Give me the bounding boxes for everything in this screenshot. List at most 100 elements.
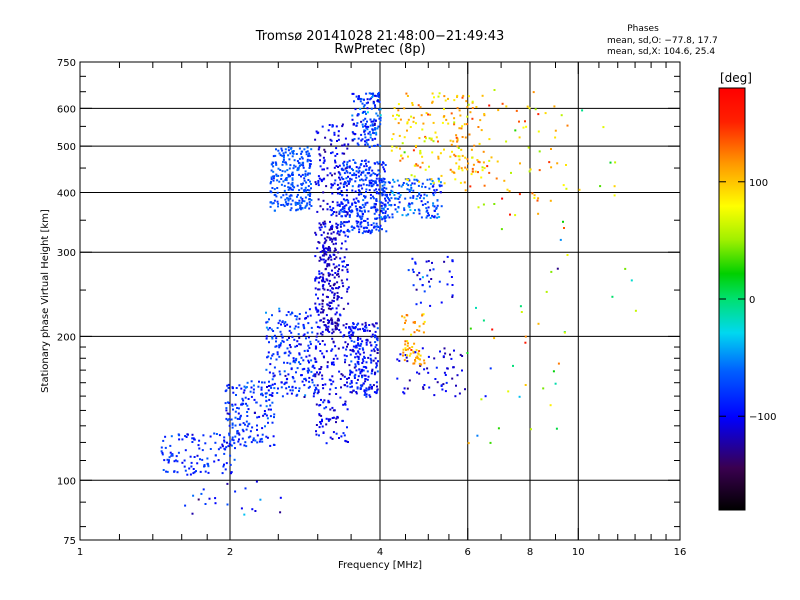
- data-point: [298, 313, 301, 315]
- data-point: [507, 390, 510, 393]
- data-point: [292, 377, 295, 380]
- data-point: [269, 415, 272, 418]
- data-point: [363, 230, 366, 233]
- data-point: [403, 392, 406, 395]
- data-point: [279, 344, 282, 347]
- data-point: [370, 387, 373, 390]
- data-point: [461, 369, 463, 372]
- data-point: [407, 269, 410, 272]
- data-point: [380, 204, 383, 207]
- data-point: [356, 209, 359, 212]
- data-point: [416, 179, 419, 182]
- data-point: [346, 426, 348, 429]
- data-point: [373, 128, 376, 131]
- data-point: [322, 293, 324, 296]
- data-point: [250, 380, 253, 383]
- data-point: [355, 170, 358, 173]
- data-point: [226, 441, 228, 444]
- data-point: [302, 164, 305, 167]
- data-point: [514, 214, 517, 217]
- data-point: [327, 304, 330, 307]
- data-point: [359, 372, 362, 375]
- data-point: [339, 225, 342, 228]
- data-point: [318, 288, 321, 291]
- data-point: [238, 423, 241, 426]
- data-point: [357, 336, 359, 339]
- data-point: [303, 333, 306, 336]
- data-point: [326, 365, 329, 368]
- data-point: [225, 409, 228, 412]
- data-point: [204, 442, 207, 445]
- data-point: [493, 337, 496, 340]
- data-point: [430, 178, 433, 181]
- data-point: [338, 286, 341, 288]
- data-point: [368, 146, 371, 149]
- data-point: [329, 379, 332, 382]
- data-point: [406, 178, 409, 181]
- data-point: [377, 93, 380, 96]
- data-point: [374, 208, 377, 211]
- data-point: [398, 201, 401, 204]
- data-point: [429, 217, 432, 219]
- data-point: [360, 193, 363, 196]
- data-point: [388, 199, 391, 202]
- data-point: [363, 160, 366, 162]
- data-point: [422, 122, 425, 125]
- data-point: [287, 199, 290, 202]
- colorbar-label: [deg]: [720, 71, 752, 85]
- data-point: [294, 203, 297, 206]
- data-point: [365, 141, 368, 144]
- data-point: [328, 320, 331, 322]
- data-point: [285, 179, 288, 182]
- data-point: [371, 129, 374, 132]
- data-point: [419, 106, 422, 109]
- data-point: [359, 344, 362, 347]
- data-point: [349, 382, 352, 385]
- data-point: [346, 408, 349, 411]
- data-point: [415, 144, 417, 147]
- data-point: [431, 214, 434, 217]
- data-point: [337, 304, 340, 307]
- data-point: [550, 270, 553, 273]
- data-point: [315, 360, 318, 363]
- data-point: [375, 391, 378, 394]
- data-point: [355, 220, 358, 223]
- data-point: [209, 448, 212, 450]
- data-point: [371, 138, 374, 141]
- data-point: [351, 131, 354, 134]
- data-point: [338, 164, 341, 167]
- data-point: [396, 358, 399, 361]
- data-point: [298, 317, 301, 320]
- data-point: [336, 223, 339, 226]
- data-point: [316, 310, 319, 313]
- data-point: [335, 147, 338, 150]
- data-point: [374, 127, 377, 129]
- data-point: [206, 462, 209, 465]
- data-point: [360, 120, 363, 123]
- data-point: [407, 184, 410, 187]
- data-point: [343, 434, 346, 437]
- data-point: [438, 216, 441, 218]
- data-point: [303, 148, 306, 151]
- data-point: [236, 432, 239, 435]
- data-point: [340, 176, 343, 179]
- data-point: [237, 412, 240, 415]
- data-point: [337, 347, 340, 350]
- data-point: [459, 353, 462, 356]
- data-point: [304, 186, 307, 189]
- data-point: [346, 345, 348, 348]
- data-point: [309, 192, 312, 195]
- data-point: [331, 224, 334, 227]
- data-point: [364, 136, 367, 139]
- data-point: [455, 136, 458, 139]
- data-point: [284, 148, 287, 151]
- data-point: [189, 473, 192, 476]
- data-point: [364, 178, 367, 181]
- data-point: [353, 174, 355, 177]
- data-point: [257, 385, 260, 388]
- data-point: [249, 435, 252, 438]
- data-point: [316, 371, 318, 374]
- data-point: [374, 341, 377, 344]
- data-point: [465, 100, 468, 103]
- data-point: [467, 95, 470, 98]
